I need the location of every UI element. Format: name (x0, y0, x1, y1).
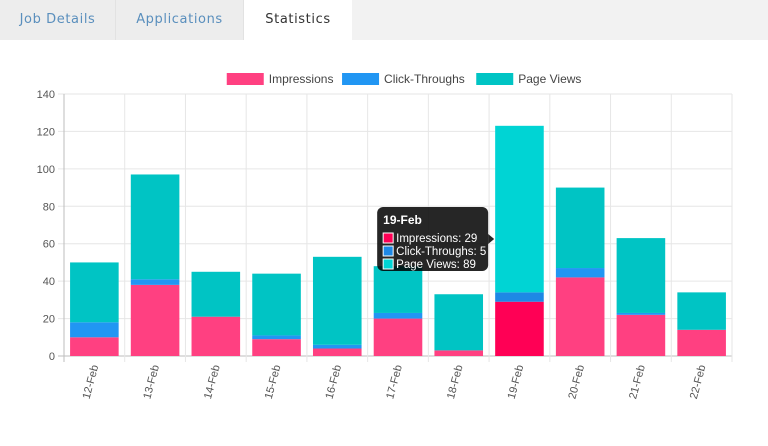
bar-page-views-13-Feb[interactable] (130, 174, 180, 280)
tab-bar: Job Details Applications Statistics (0, 0, 768, 40)
statistics-chart: 0 20 40 60 80 100 120 140 12-Feb 13-Feb 14-Feb 15-F… (37, 72, 733, 401)
x-tick-label: 14-Feb (202, 364, 223, 401)
bar-click-throughs-21-Feb[interactable] (616, 312, 666, 315)
y-tick-label: 140 (37, 89, 55, 101)
bar-page-views-22-Feb[interactable] (677, 292, 726, 330)
tooltip-line: Impressions: 29 (396, 233, 477, 245)
x-tick-label: 20-Feb (566, 364, 587, 401)
tooltip-line: Page Views: 89 (396, 259, 476, 271)
bar-click-throughs-15-Feb[interactable] (252, 335, 301, 340)
y-tick-label: 0 (49, 351, 55, 363)
bar-page-views-15-Feb[interactable] (252, 273, 301, 336)
y-tick-label: 40 (43, 276, 55, 288)
tooltip-title: 19-Feb (383, 213, 422, 227)
bar-impressions-14-Feb[interactable] (191, 316, 241, 356)
legend-label[interactable]: Page Views (518, 72, 581, 86)
y-tick-label: 60 (43, 239, 55, 251)
legend-label[interactable]: Click-Throughs (384, 72, 465, 86)
bar-impressions-17-Feb[interactable] (373, 318, 423, 356)
bar-impressions-20-Feb[interactable] (555, 277, 605, 356)
x-tick-label: 22-Feb (688, 364, 709, 401)
legend-swatch[interactable] (342, 73, 380, 85)
bar-click-throughs-19-Feb[interactable] (495, 292, 544, 302)
y-tick-label: 120 (37, 126, 55, 138)
x-tick-label: 21-Feb (627, 364, 648, 401)
tooltip-swatch (382, 258, 394, 270)
tooltip-caret (488, 234, 495, 244)
bar-page-views-19-Feb[interactable] (495, 125, 544, 293)
tooltip-swatch (382, 245, 394, 257)
tab-applications[interactable]: Applications (116, 0, 244, 40)
bar-impressions-12-Feb[interactable] (70, 337, 119, 356)
bar-page-views-14-Feb[interactable] (191, 271, 241, 317)
bar-page-views-16-Feb[interactable] (312, 256, 362, 345)
bar-page-views-20-Feb[interactable] (555, 187, 605, 269)
y-tick-label: 20 (43, 314, 55, 326)
y-tick-label: 80 (43, 201, 55, 213)
bar-click-throughs-20-Feb[interactable] (555, 268, 605, 278)
x-tick-label: 19-Feb (506, 364, 527, 401)
tooltip-box (377, 207, 489, 271)
tooltip-swatch (382, 232, 394, 244)
bar-impressions-19-Feb[interactable] (495, 301, 544, 356)
legend-swatch[interactable] (476, 73, 514, 85)
bar-impressions-18-Feb[interactable] (434, 350, 484, 356)
bar-click-throughs-13-Feb[interactable] (130, 279, 180, 285)
bar-click-throughs-17-Feb[interactable] (373, 312, 423, 319)
legend-swatch[interactable] (226, 73, 264, 85)
tab-job-details[interactable]: Job Details (0, 0, 116, 40)
bar-click-throughs-12-Feb[interactable] (70, 322, 119, 338)
bar-impressions-21-Feb[interactable] (616, 314, 666, 356)
bar-impressions-22-Feb[interactable] (677, 329, 726, 356)
tooltip-line: Click-Throughs: 5 (396, 246, 486, 258)
x-tick-label: 15-Feb (263, 364, 284, 401)
bar-page-views-21-Feb[interactable] (616, 238, 666, 313)
bar-impressions-15-Feb[interactable] (252, 339, 301, 356)
y-tick-label: 100 (37, 164, 55, 176)
bar-page-views-18-Feb[interactable] (434, 294, 484, 351)
bar-click-throughs-16-Feb[interactable] (312, 344, 362, 349)
tab-statistics[interactable]: Statistics (244, 0, 352, 40)
bar-impressions-13-Feb[interactable] (130, 284, 180, 356)
x-tick-label: 18-Feb (445, 364, 466, 401)
bar-page-views-17-Feb[interactable] (373, 266, 423, 313)
x-tick-label: 13-Feb (141, 364, 162, 401)
bar-impressions-16-Feb[interactable] (312, 348, 362, 356)
legend-label[interactable]: Impressions (269, 72, 334, 86)
x-tick-label: 12-Feb (81, 364, 102, 401)
bar-page-views-12-Feb[interactable] (70, 262, 119, 323)
x-tick-label: 17-Feb (384, 364, 405, 401)
x-tick-label: 16-Feb (324, 364, 345, 401)
